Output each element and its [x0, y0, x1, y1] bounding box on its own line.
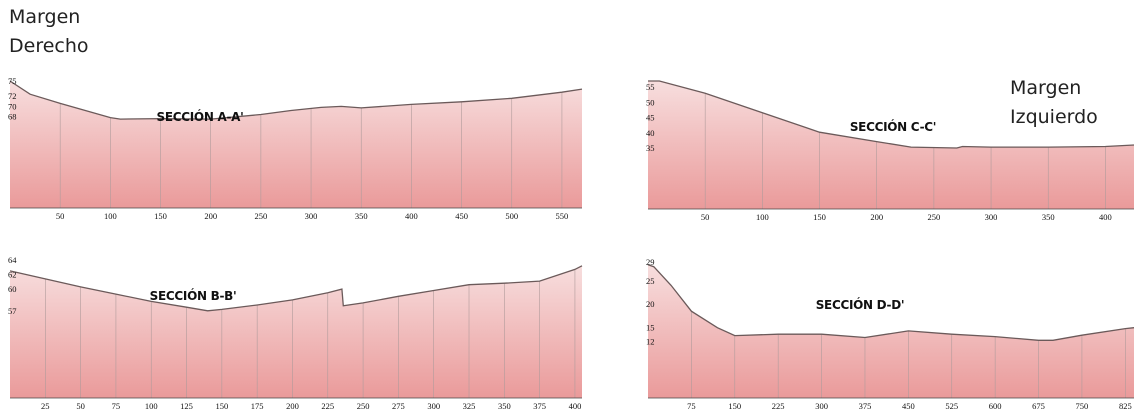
x-tick-label-b-10: 275 — [392, 401, 405, 411]
x-tick-label-b-1: 50 — [76, 401, 85, 411]
y-tick-label-d-2: 20 — [646, 299, 655, 309]
y-tick-label-c-2: 45 — [646, 113, 655, 123]
x-tick-label-d-10: 825 — [1119, 401, 1132, 411]
x-tick-label-a-9: 500 — [505, 211, 518, 221]
x-tick-label-b-5: 150 — [215, 401, 228, 411]
x-tick-label-b-2: 75 — [112, 401, 121, 411]
x-tick-label-a-8: 450 — [455, 211, 468, 221]
x-tick-label-a-6: 350 — [355, 211, 368, 221]
y-tick-label-a-3: 68 — [8, 112, 17, 122]
x-tick-label-d-9: 750 — [1076, 401, 1089, 411]
x-tick-label-c-0: 50 — [701, 212, 710, 222]
x-tick-label-a-10: 550 — [556, 211, 569, 221]
x-tick-label-c-1: 100 — [756, 212, 769, 222]
profile-area-b — [10, 265, 582, 398]
y-tick-label-c-4: 35 — [646, 143, 655, 153]
x-tick-label-a-5: 300 — [305, 211, 318, 221]
x-tick-label-b-7: 200 — [286, 401, 299, 411]
chart-title-a: SECCIÓN A-A' — [157, 109, 244, 124]
x-tick-label-b-0: 25 — [41, 401, 50, 411]
y-tick-label-b-0: 64 — [8, 255, 17, 265]
y-tick-label-a-2: 70 — [8, 101, 17, 111]
profile-area-d — [648, 264, 1134, 398]
x-tick-label-a-0: 50 — [56, 211, 65, 221]
x-tick-label-b-14: 375 — [533, 401, 546, 411]
x-tick-label-d-7: 600 — [989, 401, 1002, 411]
right-bank-label: Margen Derecho — [9, 6, 89, 57]
x-tick-label-a-4: 250 — [255, 211, 268, 221]
chart-title-c: SECCIÓN C-C' — [850, 119, 936, 134]
y-tick-label-d-3: 15 — [646, 323, 655, 333]
profile-line-d — [647, 264, 1135, 341]
x-tick-label-c-6: 350 — [1042, 212, 1055, 222]
y-tick-label-c-3: 40 — [646, 128, 655, 138]
left-bank-label: Margen Izquierdo — [1010, 77, 1098, 128]
x-tick-label-c-4: 250 — [928, 212, 941, 222]
x-tick-label-c-2: 150 — [813, 212, 826, 222]
x-tick-label-d-2: 225 — [772, 401, 785, 411]
x-tick-label-d-3: 300 — [815, 401, 828, 411]
x-tick-label-b-12: 325 — [463, 401, 476, 411]
y-tick-label-b-3: 57 — [8, 306, 17, 316]
y-tick-label-d-1: 25 — [646, 276, 655, 286]
x-tick-label-b-11: 300 — [427, 401, 440, 411]
x-tick-label-d-8: 675 — [1032, 401, 1045, 411]
x-tick-label-a-1: 100 — [104, 211, 117, 221]
profile-line-b — [9, 265, 583, 312]
x-tick-label-a-7: 400 — [405, 211, 418, 221]
chart-title-d: SECCIÓN D-D' — [816, 297, 905, 312]
x-tick-label-b-15: 400 — [569, 401, 582, 411]
x-tick-label-c-5: 300 — [985, 212, 998, 222]
x-tick-label-d-1: 150 — [728, 401, 741, 411]
profile-area-c — [648, 81, 1134, 209]
profile-area-a — [10, 81, 582, 208]
x-tick-label-a-3: 200 — [204, 211, 217, 221]
x-tick-label-b-3: 100 — [145, 401, 158, 411]
x-tick-label-d-4: 375 — [859, 401, 872, 411]
y-tick-label-d-4: 12 — [646, 337, 655, 347]
y-tick-label-b-1: 62 — [8, 270, 17, 280]
x-tick-label-b-13: 350 — [498, 401, 511, 411]
x-tick-label-b-4: 125 — [180, 401, 193, 411]
chart-title-b: SECCIÓN B-B' — [150, 288, 237, 303]
x-tick-label-d-5: 450 — [902, 401, 915, 411]
y-tick-label-c-1: 50 — [646, 97, 655, 107]
y-tick-label-a-0: 75 — [8, 76, 17, 86]
y-tick-label-d-0: 29 — [646, 257, 655, 267]
x-tick-label-d-6: 525 — [945, 401, 958, 411]
x-tick-label-a-2: 150 — [154, 211, 167, 221]
x-tick-label-b-6: 175 — [251, 401, 264, 411]
profile-line-c — [648, 80, 1135, 149]
profile-line-a — [9, 80, 583, 120]
y-tick-label-a-1: 72 — [8, 91, 17, 101]
x-tick-label-c-7: 400 — [1099, 212, 1112, 222]
y-tick-label-c-0: 55 — [646, 82, 655, 92]
x-tick-label-c-3: 200 — [870, 212, 883, 222]
x-tick-label-b-8: 225 — [321, 401, 334, 411]
y-tick-label-b-2: 60 — [8, 284, 17, 294]
x-tick-label-b-9: 250 — [357, 401, 370, 411]
x-tick-label-d-0: 75 — [687, 401, 696, 411]
